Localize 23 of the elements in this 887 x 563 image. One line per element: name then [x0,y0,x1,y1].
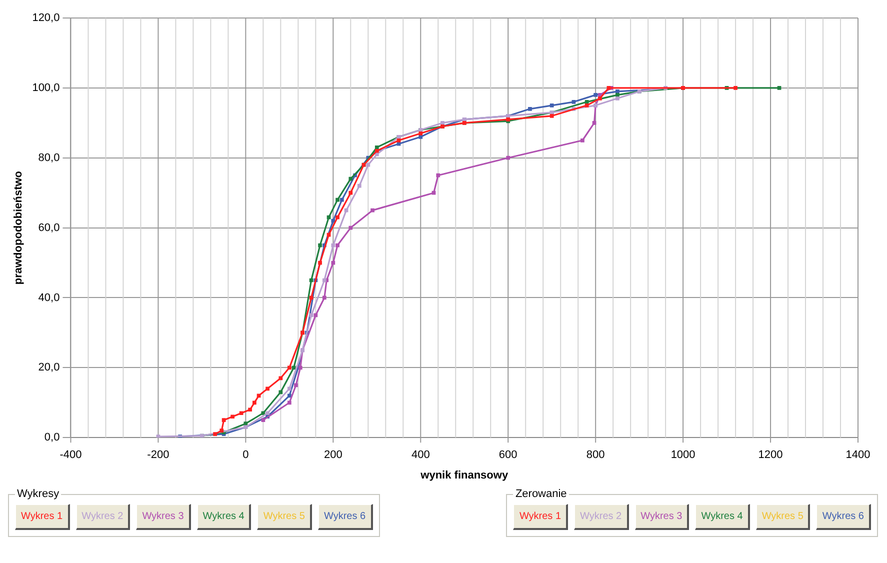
x-tick-label: -400 [60,449,82,462]
x-tick-label: 1000 [670,449,696,462]
button-group: Wykresy Wykres 1 Wykres 2 Wykres 3 Wykres 4 Wykres 5 Wykres 6 [8,488,380,537]
legend-title: Wykresy [16,488,60,500]
y-tick-label: 80,0 [38,152,60,164]
x-axis-title: wynik finansowy [420,469,509,482]
legend-label: Wykres 5 [257,504,312,530]
y-tick-label: 60,0 [38,222,60,234]
y-tick-label: 20,0 [38,362,60,374]
x-tick-label: 600 [498,449,518,462]
x-tick-label: 0 [242,449,249,462]
x-tick-label: 200 [324,449,342,462]
x-tick-label: 1400 [846,449,870,462]
y-tick-label: 100,0 [32,82,60,94]
x-tick-label: 1200 [758,449,783,462]
y-tick-label: 120,0 [32,12,60,24]
x-tick-label: 400 [411,449,430,462]
y-tick-label: 0,0 [44,432,60,444]
y-tick-label: 40,0 [38,292,60,304]
button-group: Zerowanie Wykres 1 Wykres 2 Wykres 3 Wykres 4 Wykres 5 Wykres 6 [506,488,878,537]
x-tick-label: 800 [586,449,605,462]
x-tick-label: -200 [147,449,170,462]
y-axis-title: prawdopodobieństwo [12,170,25,285]
